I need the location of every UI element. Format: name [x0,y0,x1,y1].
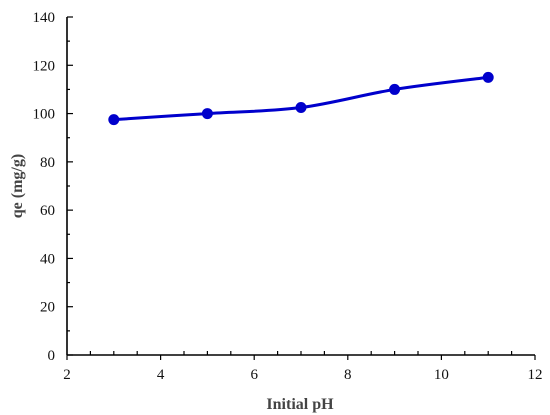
x-tick-label: 10 [434,367,449,383]
data-point [108,114,120,126]
x-tick-label: 8 [344,367,352,383]
y-tick-label: 60 [40,203,55,219]
x-tick-label: 6 [250,367,258,383]
data-point [295,102,307,114]
series-line [112,75,490,122]
series-group [108,71,494,126]
y-tick-label: 20 [40,300,55,316]
axes-group [66,17,535,356]
x-tick-label: 2 [63,367,71,383]
data-point [201,108,213,120]
y-tick-label: 80 [40,155,55,171]
y-tick-label: 0 [48,348,56,364]
ticks-group: 0 20 40 60 80 100 120 140 2 4 6 8 10 12 [33,10,543,383]
data-point [482,71,494,83]
x-tick-label: 4 [157,367,165,383]
y-axis-label: qe (mg/g) [9,154,26,218]
y-tick-label: 120 [33,58,56,74]
y-tick-label: 100 [33,107,56,123]
x-axis-label: Initial pH [266,396,334,413]
y-tick-label: 40 [40,251,55,267]
x-tick-label: 12 [528,367,543,383]
data-point [389,83,401,95]
y-tick-label: 140 [33,10,56,26]
